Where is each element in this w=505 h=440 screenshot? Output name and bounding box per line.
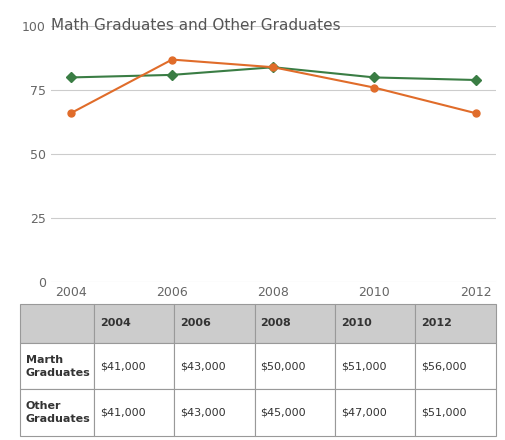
Text: $45,000: $45,000 [260, 407, 306, 418]
Bar [20, 343, 94, 389]
Bar [94, 389, 174, 436]
Bar [254, 389, 334, 436]
Text: Other
Graduates: Other Graduates [26, 401, 90, 424]
Bar [334, 304, 415, 343]
Bar [94, 304, 174, 343]
Text: Marth
Graduates: Marth Graduates [26, 355, 90, 378]
Text: Math Graduates and Other Graduates: Math Graduates and Other Graduates [50, 18, 339, 33]
Text: $43,000: $43,000 [180, 361, 225, 371]
Bar [254, 304, 334, 343]
Bar [174, 389, 254, 436]
Text: $50,000: $50,000 [260, 361, 306, 371]
Bar [415, 343, 495, 389]
Text: 2004: 2004 [99, 319, 130, 328]
Bar [94, 343, 174, 389]
Text: 2010: 2010 [340, 319, 371, 328]
Bar [174, 304, 254, 343]
Bar [20, 389, 94, 436]
Text: 2006: 2006 [180, 319, 211, 328]
Bar [20, 304, 94, 343]
Text: $41,000: $41,000 [99, 407, 145, 418]
Bar [174, 343, 254, 389]
Bar [415, 304, 495, 343]
Bar [254, 343, 334, 389]
Text: $51,000: $51,000 [340, 361, 385, 371]
Bar [334, 343, 415, 389]
Text: $41,000: $41,000 [99, 361, 145, 371]
Text: 2008: 2008 [260, 319, 290, 328]
Bar [415, 389, 495, 436]
Bar [334, 389, 415, 436]
Text: $56,000: $56,000 [420, 361, 466, 371]
Text: $47,000: $47,000 [340, 407, 386, 418]
Text: $51,000: $51,000 [420, 407, 466, 418]
Text: $43,000: $43,000 [180, 407, 225, 418]
Text: 2012: 2012 [420, 319, 451, 328]
